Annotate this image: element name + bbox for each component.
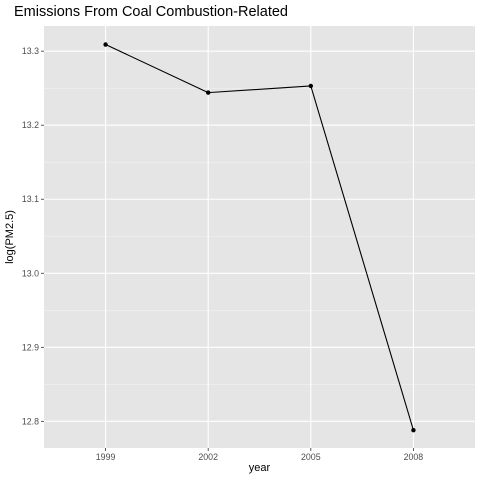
x-axis-title: year [249,462,271,474]
y-axis-title: log(PM2.5) [4,210,16,264]
x-tick-label: 2005 [301,452,321,462]
y-tick-label: 12.9 [22,342,39,352]
y-tick-label: 13.3 [22,46,39,56]
y-tick-label: 13.0 [22,268,39,278]
y-axis-ticks: 12.8 12.9 13.0 13.1 13.2 13.3 [22,46,44,426]
x-tick-label: 2008 [404,452,424,462]
data-point-2008 [411,428,416,433]
major-gridlines [44,26,475,448]
data-points [103,42,416,433]
data-point-2002 [205,90,211,95]
x-tick-label: 1999 [96,452,116,462]
plot-panel [44,26,475,448]
chart-title: Emissions From Coal Combustion-Related [14,4,288,20]
data-point-2005 [308,83,314,89]
series-line [105,44,414,431]
x-tick-label: 2002 [198,452,218,462]
series-line-group [105,44,414,431]
y-tick-label: 13.2 [22,120,39,130]
y-tick-label: 12.8 [22,416,39,426]
minor-gridlines [44,87,475,385]
data-point-1999 [103,42,108,47]
x-axis-ticks: 1999 2002 2005 2008 [96,448,424,462]
y-tick-label: 13.1 [22,194,39,204]
